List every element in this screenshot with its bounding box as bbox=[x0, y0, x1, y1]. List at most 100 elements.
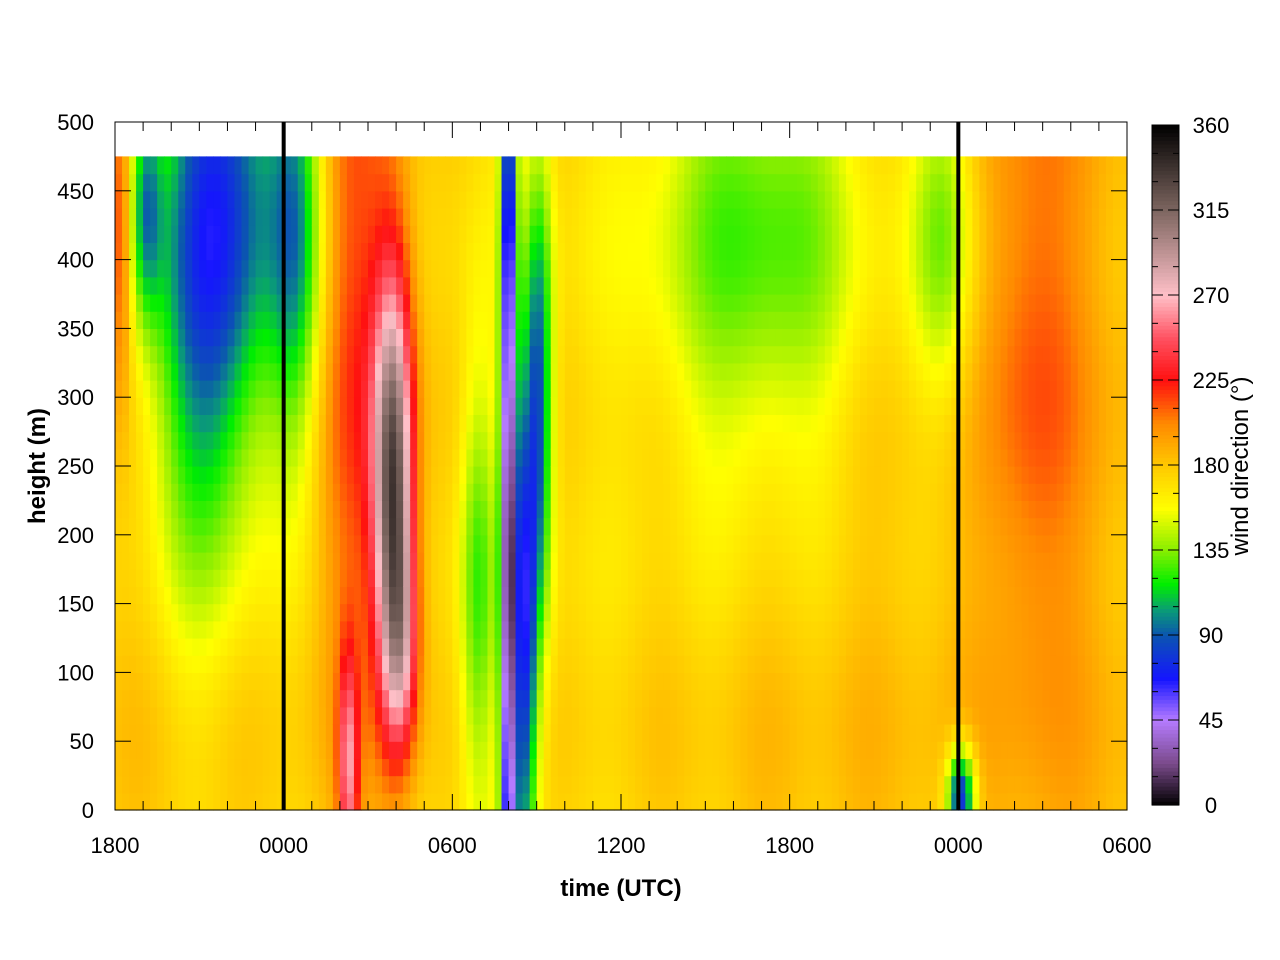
heatmap-cell bbox=[403, 534, 411, 553]
heatmap-cell bbox=[136, 242, 144, 261]
heatmap-cell bbox=[810, 741, 819, 759]
heatmap-cell bbox=[150, 534, 158, 553]
heatmap-cell bbox=[115, 190, 123, 209]
heatmap-cell bbox=[255, 414, 264, 433]
heatmap-cell bbox=[606, 397, 615, 415]
heatmap-cell bbox=[747, 448, 756, 467]
heatmap-cell bbox=[628, 586, 636, 605]
heatmap-cell bbox=[684, 724, 692, 742]
heatmap-cell bbox=[143, 552, 151, 570]
heatmap-cell bbox=[1000, 311, 1009, 329]
heatmap-cell bbox=[592, 225, 601, 243]
heatmap-cell bbox=[368, 655, 376, 673]
heatmap-cell bbox=[438, 741, 446, 759]
heatmap-cell bbox=[424, 345, 432, 364]
heatmap-cell bbox=[810, 362, 819, 381]
heatmap-cell bbox=[979, 655, 988, 673]
heatmap-cell bbox=[599, 689, 608, 708]
heatmap-cell bbox=[382, 569, 390, 587]
heatmap-cell bbox=[529, 397, 538, 415]
heatmap-cell bbox=[459, 448, 467, 467]
heatmap-cell bbox=[859, 190, 868, 209]
heatmap-cell bbox=[522, 294, 531, 312]
heatmap-cell bbox=[508, 311, 517, 329]
heatmap-cell bbox=[368, 706, 376, 725]
heatmap-cell bbox=[831, 603, 840, 622]
heatmap-cell bbox=[529, 586, 538, 605]
heatmap-cell bbox=[311, 173, 320, 192]
heatmap-cell bbox=[192, 242, 200, 261]
heatmap-cell bbox=[304, 431, 313, 450]
heatmap-cell bbox=[466, 380, 475, 398]
heatmap-cell bbox=[705, 724, 713, 742]
heatmap-cell bbox=[986, 173, 995, 192]
heatmap-cell bbox=[754, 242, 763, 261]
heatmap-cell bbox=[375, 345, 383, 364]
heatmap-cell bbox=[466, 500, 475, 519]
heatmap-cell bbox=[965, 620, 973, 639]
heatmap-cell bbox=[466, 414, 475, 433]
heatmap-cell bbox=[452, 294, 460, 312]
heatmap-cell bbox=[578, 466, 587, 484]
heatmap-cell bbox=[965, 380, 973, 398]
heatmap-cell bbox=[606, 156, 615, 175]
heatmap-cell bbox=[782, 190, 791, 209]
heatmap-cell bbox=[346, 294, 355, 312]
heatmap-cell bbox=[473, 173, 482, 192]
heatmap-cell bbox=[782, 792, 791, 811]
heatmap-cell bbox=[360, 380, 369, 398]
heatmap-cell bbox=[522, 655, 531, 673]
heatmap-cell bbox=[712, 741, 720, 759]
heatmap-cell bbox=[185, 775, 193, 794]
heatmap-cell bbox=[368, 672, 376, 691]
heatmap-cell bbox=[740, 603, 749, 622]
heatmap-cell bbox=[838, 792, 847, 811]
heatmap-cell bbox=[571, 620, 580, 639]
heatmap-cell bbox=[248, 586, 257, 605]
heatmap-cell bbox=[283, 345, 292, 364]
heatmap-cell bbox=[410, 775, 418, 794]
heatmap-cell bbox=[909, 655, 917, 673]
heatmap-cell bbox=[628, 380, 636, 398]
heatmap-cell bbox=[747, 156, 756, 175]
heatmap-cell bbox=[670, 603, 678, 622]
heatmap-cell bbox=[705, 534, 713, 553]
heatmap-cell bbox=[1007, 689, 1016, 708]
heatmap-cell bbox=[628, 758, 636, 777]
heatmap-cell bbox=[874, 724, 882, 742]
heatmap-cell bbox=[789, 586, 798, 605]
heatmap-cell bbox=[670, 517, 678, 536]
heatmap-cell bbox=[571, 534, 580, 553]
heatmap-cell bbox=[129, 345, 137, 364]
heatmap-cell bbox=[396, 706, 404, 725]
heatmap-cell bbox=[255, 758, 264, 777]
heatmap-cell bbox=[290, 276, 299, 295]
heatmap-cell bbox=[403, 775, 411, 794]
heatmap-cell bbox=[1028, 620, 1037, 639]
heatmap-cell bbox=[213, 259, 222, 278]
heatmap-cell bbox=[888, 414, 896, 433]
heatmap-cell bbox=[129, 483, 137, 501]
heatmap-cell bbox=[171, 620, 179, 639]
heatmap-cell bbox=[192, 620, 200, 639]
heatmap-cell bbox=[424, 362, 432, 381]
heatmap-cell bbox=[803, 706, 812, 725]
heatmap-cell bbox=[909, 345, 917, 364]
heatmap-cell bbox=[417, 311, 425, 329]
heatmap-cell bbox=[845, 294, 854, 312]
heatmap-cell bbox=[515, 276, 524, 295]
heatmap-cell bbox=[129, 500, 137, 519]
heatmap-cell bbox=[670, 173, 678, 192]
heatmap-cell bbox=[368, 431, 376, 450]
heatmap-cell bbox=[424, 483, 432, 501]
heatmap-cell bbox=[740, 345, 749, 364]
heatmap-cell bbox=[164, 225, 172, 243]
heatmap-cell bbox=[930, 414, 938, 433]
heatmap-cell bbox=[424, 569, 432, 587]
heatmap-cell bbox=[550, 448, 559, 467]
heatmap-cell bbox=[396, 483, 404, 501]
heatmap-cell bbox=[164, 190, 172, 209]
heatmap-cell bbox=[986, 242, 995, 261]
heatmap-cell bbox=[726, 225, 735, 243]
heatmap-cell bbox=[817, 534, 826, 553]
